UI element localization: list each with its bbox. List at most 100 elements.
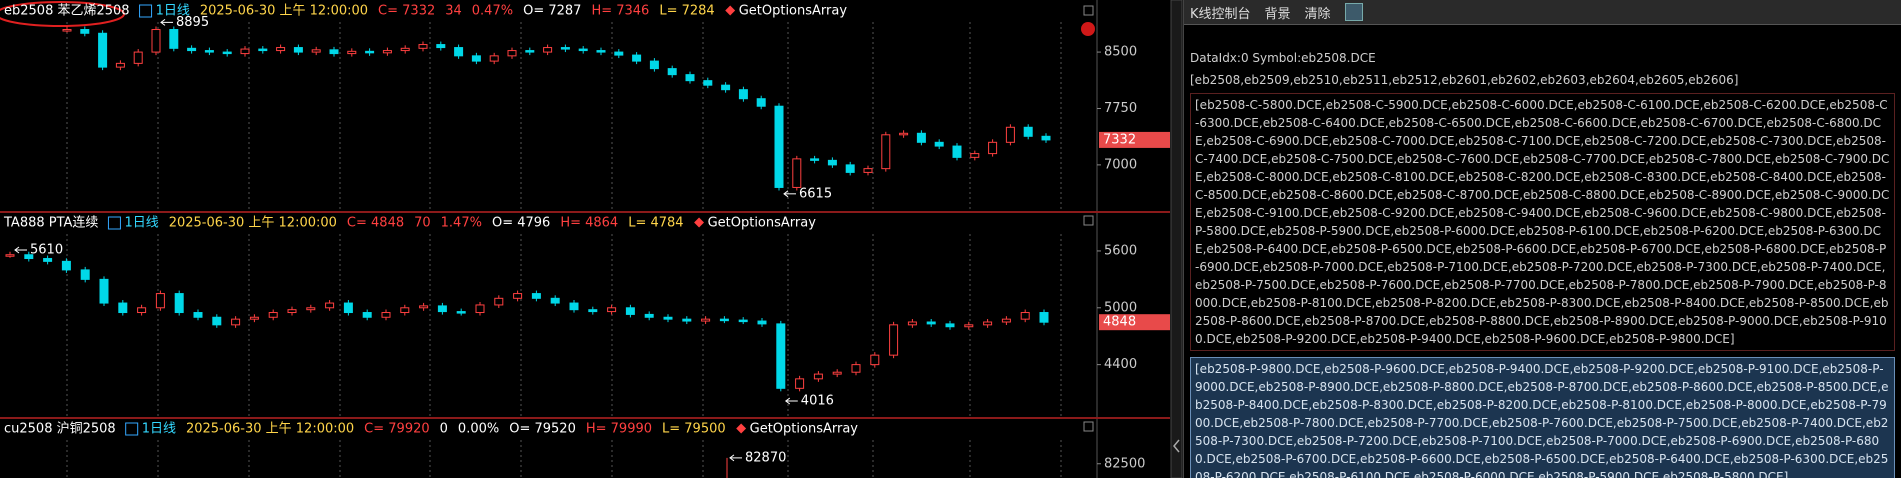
candle-body [607,307,617,313]
candle-body [667,68,677,76]
candle-body [454,47,464,57]
y-tick-label: 8500 [1104,45,1137,60]
candle-body [776,323,786,389]
candle-body [187,47,197,52]
candle-body [80,29,90,34]
header-low: L= 4784 [628,216,683,231]
candle-body [845,164,855,173]
header-open: O= 79520 [509,422,576,437]
candle-body [381,312,391,318]
candle-body [287,309,297,314]
candle-body [907,321,917,326]
candle-body [61,260,71,271]
y-tick-label: 5000 [1104,300,1137,315]
header-period: 1日线 [156,4,190,19]
candle-body [118,302,128,314]
header-indicator: GetOptionsArray [750,422,859,437]
candle-body [625,307,635,315]
collapse-arrow[interactable] [1173,439,1180,453]
candle-body [701,318,711,322]
chart-bg [0,0,1183,478]
candle-body [306,307,316,311]
candle-body [560,47,570,50]
header-close: C= 79920 [364,422,429,437]
kline-chart: eb2508 苯乙烯2508 1日线 2025-06-30 上午 12:00:00 C… [0,0,1183,478]
header-symbol: eb2508 苯乙烯2508 [4,4,130,19]
header-period: 1日线 [142,422,176,437]
candle-body [719,318,729,322]
close-button[interactable] [1081,22,1095,36]
candle-body [614,51,624,56]
candle-body [133,51,143,64]
candle-body [400,47,410,52]
candle-body [588,309,598,313]
console-block-selected[interactable]: [eb2508-P-9800.DCE,eb2508-P-9600.DCE,eb2… [1190,357,1895,478]
candle-body [945,323,955,328]
tab[interactable]: 清除 [1304,6,1331,22]
candle-body [543,47,553,53]
candle-body [889,324,899,356]
candle-body [24,254,34,260]
candle-body [258,48,268,52]
tool-icon[interactable] [1344,3,1363,21]
toolbar: K线控制台 背景 清除 [1184,0,1901,25]
y-tick-label: 7000 [1104,157,1137,172]
header-high: H= 4864 [560,216,618,231]
scrollbar[interactable] [1170,0,1183,478]
header-high: H= 79990 [586,422,652,437]
console-line: DataIdx:0 Symbol:eb2508.DCE [1190,51,1376,65]
annotation-circle [0,1,125,27]
candle-body [952,145,962,158]
candle-body [899,132,909,136]
header-change-pct: 0.47% [472,4,513,19]
header-symbol: cu2508 沪铜2508 [4,421,116,437]
candle-body [276,47,286,52]
indicator-diamond [736,423,747,434]
candle-body [151,29,161,53]
header-open: O= 7287 [523,4,581,19]
panel-button[interactable] [1083,215,1094,226]
candle-body [810,158,820,161]
header-period: 1日线 [124,216,158,231]
candle-body [851,364,861,373]
candle-body [550,297,560,304]
indicator-diamond [694,217,705,228]
candle-body [437,305,447,313]
candle-body [419,305,429,309]
candle-body [231,318,241,326]
header-change: 70 [414,216,431,231]
panel-button[interactable] [1083,421,1094,432]
candle-body [436,44,446,49]
candle-body [1005,126,1015,143]
header-indicator: GetOptionsArray [708,216,817,231]
candle-body [1023,126,1033,137]
candle-body [578,48,588,52]
candle-body [934,141,944,147]
tab[interactable]: 背景 [1264,6,1291,22]
candle-body [311,49,321,53]
candle-body [137,307,147,314]
candle-body [1039,312,1049,323]
last-price-label: 4848 [1103,315,1136,330]
candle-body [988,141,998,155]
candle-body [1020,312,1030,320]
candle-body [62,29,72,32]
header-low: L= 79500 [662,422,726,437]
console-block: [eb2508-C-5800.DCE,eb2508-C-5900.DCE,eb2… [1190,93,1895,351]
candle-body [663,316,673,320]
candle-body [756,98,766,107]
console-line: [eb2508,eb2509,eb2510,eb2511,eb2512,eb26… [1190,73,1739,87]
indicator-diamond [725,5,736,16]
panel-button[interactable] [1083,5,1094,16]
candle-body [174,293,184,314]
extreme-label: 4016 [801,394,834,409]
candle-body [475,304,485,314]
last-price-label: 7332 [1103,132,1136,147]
tab[interactable]: K线控制台 [1190,6,1251,22]
candle-body [382,50,392,54]
header-change-pct: 0.00% [458,422,499,437]
candle-body [222,51,232,55]
period-icon [125,422,139,436]
candle-body [774,105,784,188]
candle-body [970,153,980,158]
